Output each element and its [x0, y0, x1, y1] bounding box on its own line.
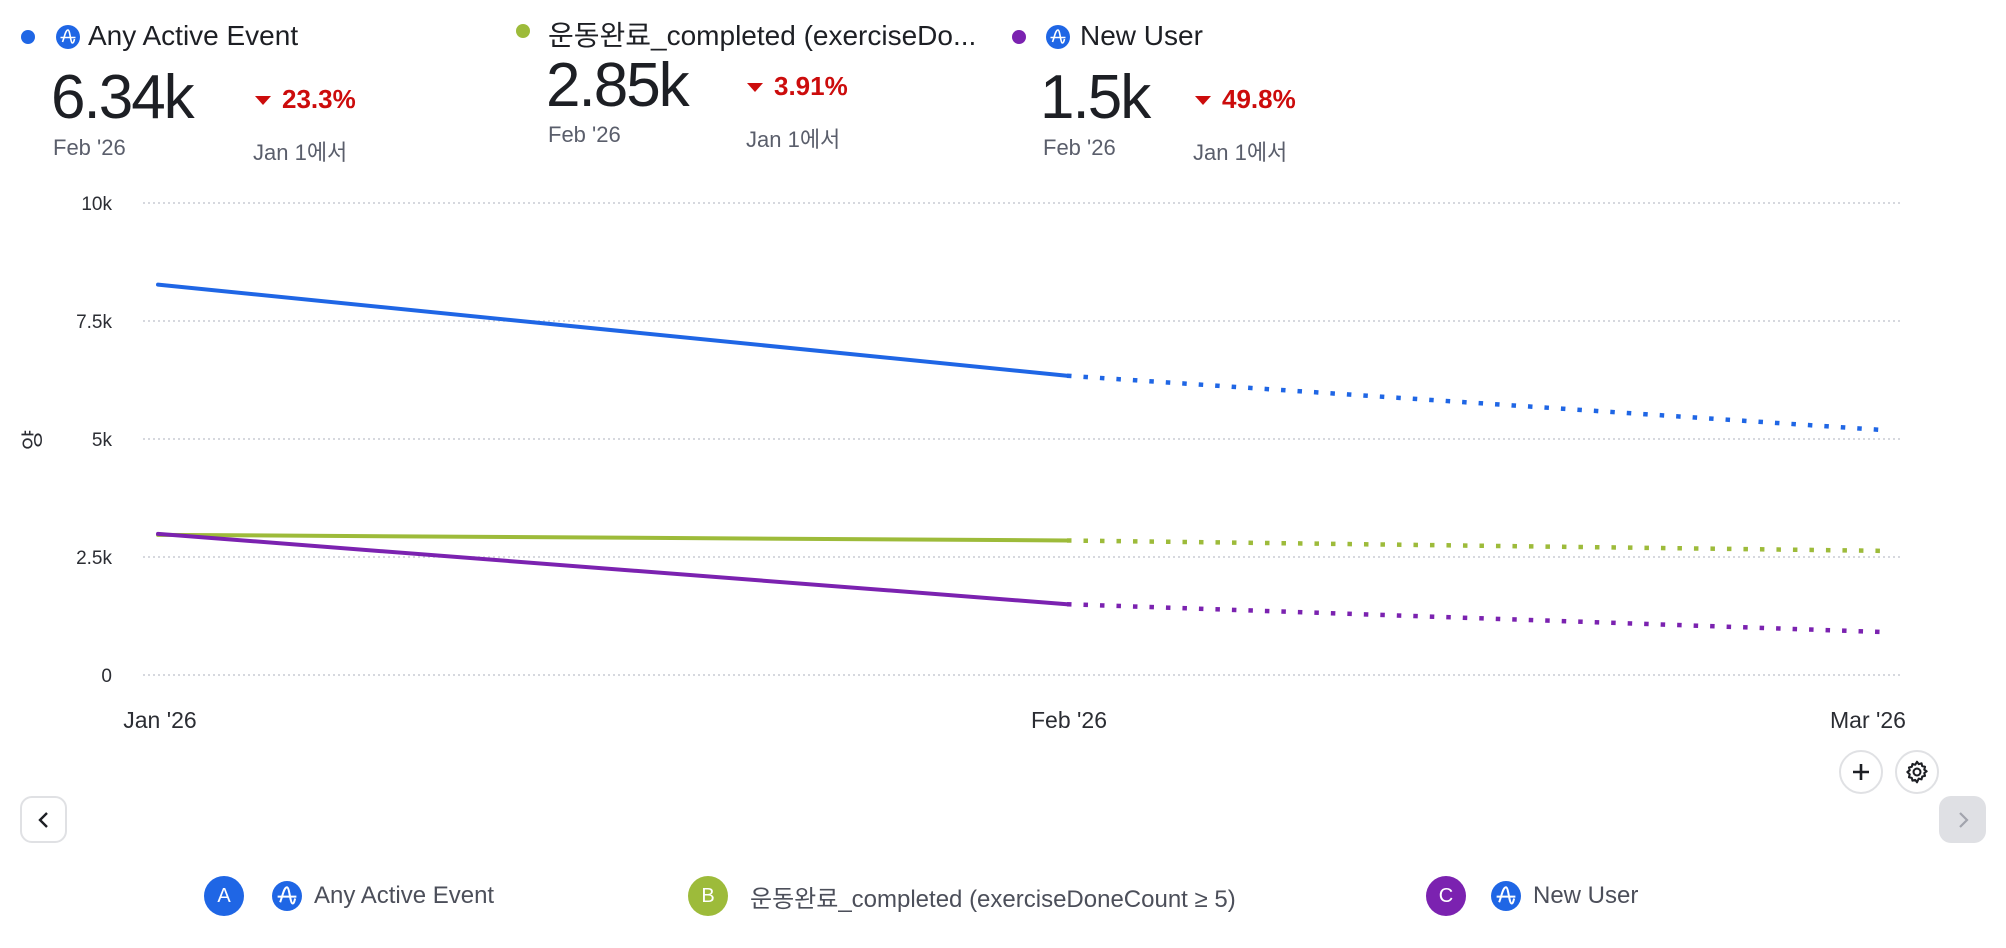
y-axis-label: 양 [20, 430, 45, 450]
card-title: New User [1080, 20, 1203, 51]
down-triangle-icon [1195, 96, 1211, 105]
amplitude-icon [1046, 25, 1070, 49]
card-period: Feb '26 [53, 135, 126, 160]
series-line-projected[interactable] [1066, 601, 1884, 635]
series-line-actual[interactable] [156, 531, 1069, 607]
chevron-right-icon [1958, 811, 1969, 828]
summary-card-c[interactable]: New User 1.5k Feb '26 49.8% Jan 1에서 [1000, 0, 1400, 180]
x-tick-label: Jan '26 [123, 707, 196, 733]
summary-card-a[interactable]: Any Active Event 6.34k Feb '26 23.3% Jan… [0, 0, 480, 180]
y-tick-label: 2.5k [76, 548, 112, 569]
y-tick-label: 0 [101, 666, 112, 687]
amplitude-icon [1491, 881, 1521, 911]
series-c[interactable] [156, 531, 1884, 635]
down-triangle-icon [747, 83, 763, 92]
card-comparison: Jan 1에서 [1193, 140, 1288, 165]
series-c-dot [1012, 30, 1026, 44]
card-delta: 49.8% [1222, 84, 1296, 114]
summary-card-b[interactable]: 운동완료_completed (exerciseDo... 2.85k Feb … [500, 0, 980, 180]
card-period: Feb '26 [1043, 135, 1116, 160]
y-tick-label: 7.5k [76, 312, 112, 333]
card-delta: 3.91% [774, 71, 848, 101]
series-line-projected[interactable] [1066, 538, 1884, 554]
x-tick-label: Mar '26 [1830, 707, 1906, 733]
down-triangle-icon [255, 96, 271, 105]
legend-item-c[interactable]: C New User [1426, 874, 1638, 918]
series-line-projected[interactable] [1066, 373, 1884, 433]
y-tick-label: 5k [92, 430, 113, 451]
card-value: 1.5k [1040, 63, 1151, 132]
next-button[interactable] [1939, 796, 1986, 843]
card-value: 2.85k [546, 51, 690, 120]
card-title: Any Active Event [88, 20, 299, 51]
card-comparison: Jan 1에서 [746, 127, 841, 152]
card-comparison: Jan 1에서 [253, 140, 348, 165]
series-line-actual[interactable] [156, 282, 1069, 378]
legend-item-a[interactable]: A Any Active Event [204, 874, 494, 918]
line-chart: 0 2.5k 5k 7.5k 10k Jan '26 Feb '26 Mar '26 양 [20, 194, 1906, 733]
series-b-dot [516, 24, 530, 38]
gear-icon [1906, 760, 1928, 784]
legend-label: 운동완료_completed (exerciseDoneCount ≥ 5) [750, 885, 1236, 913]
y-tick-label: 10k [81, 194, 112, 215]
card-value: 6.34k [51, 63, 195, 132]
chevron-left-icon [37, 811, 48, 828]
prev-button[interactable] [20, 796, 67, 843]
plus-icon [1853, 764, 1869, 780]
legend-item-b[interactable]: B 운동완료_completed (exerciseDoneCount ≥ 5) [688, 874, 1236, 918]
card-title: 운동완료_completed (exerciseDo... [548, 20, 977, 51]
legend-label: Any Active Event [314, 882, 495, 909]
amplitude-icon [56, 25, 80, 49]
legend-badge: A [204, 876, 244, 916]
series-line-actual[interactable] [156, 532, 1069, 543]
card-delta: 23.3% [282, 84, 356, 114]
series-a[interactable] [156, 282, 1884, 433]
series-b[interactable] [156, 532, 1884, 554]
series-a-dot [21, 30, 35, 44]
card-period: Feb '26 [548, 122, 621, 147]
legend-badge: C [1426, 876, 1466, 916]
amplitude-icon [272, 881, 302, 911]
legend-label: New User [1533, 882, 1639, 909]
settings-button[interactable] [1895, 750, 1939, 794]
legend-badge: B [688, 876, 728, 916]
x-tick-label: Feb '26 [1031, 707, 1107, 733]
add-button[interactable] [1839, 750, 1883, 794]
